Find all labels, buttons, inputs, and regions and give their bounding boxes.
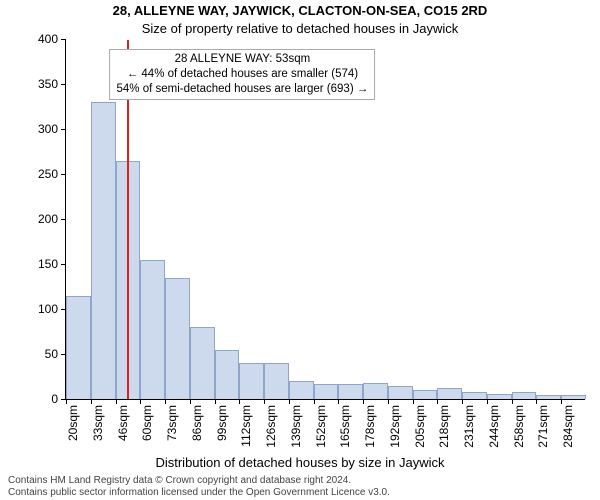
page-title: 28, ALLEYNE WAY, JAYWICK, CLACTON-ON-SEA…	[0, 3, 600, 18]
x-tick-label: 165sqm	[338, 405, 352, 448]
chart-container: 28, ALLEYNE WAY, JAYWICK, CLACTON-ON-SEA…	[0, 0, 600, 500]
chart-subtitle: Size of property relative to detached ho…	[0, 21, 600, 36]
x-tick-mark	[140, 399, 141, 404]
x-tick-mark	[437, 399, 438, 404]
x-tick-label: 99sqm	[215, 405, 229, 441]
annotation-line: 54% of semi-detached houses are larger (…	[116, 82, 368, 97]
histogram-bar	[363, 383, 388, 399]
y-tick: 250	[38, 167, 66, 181]
x-tick-label: 112sqm	[239, 405, 253, 447]
x-tick-label: 271sqm	[536, 405, 550, 448]
histogram-bar	[536, 395, 561, 400]
histogram-bar	[165, 278, 190, 400]
histogram-bar	[388, 386, 413, 400]
x-tick-label: 244sqm	[487, 405, 501, 448]
x-tick-label: 60sqm	[140, 405, 154, 441]
x-tick-mark	[363, 399, 364, 404]
x-tick-mark	[91, 399, 92, 404]
histogram-bar	[190, 327, 215, 399]
x-tick-mark	[289, 399, 290, 404]
histogram-bar	[66, 296, 91, 400]
x-tick-mark	[561, 399, 562, 404]
x-tick-label: 192sqm	[388, 405, 402, 448]
histogram-bar	[314, 384, 339, 399]
histogram-bar	[215, 350, 240, 400]
histogram-bar	[512, 392, 537, 399]
x-tick-label: 231sqm	[462, 405, 476, 448]
x-tick-label: 33sqm	[91, 405, 105, 441]
histogram-bar	[140, 260, 165, 400]
footer-line-1: Contains HM Land Registry data © Crown c…	[8, 475, 351, 487]
x-tick-label: 178sqm	[363, 405, 377, 448]
annotation-box: 28 ALLEYNE WAY: 53sqm← 44% of detached h…	[109, 49, 375, 100]
histogram-bar	[338, 384, 363, 399]
x-tick-mark	[215, 399, 216, 404]
histogram-bar	[437, 388, 462, 399]
x-tick-label: 86sqm	[190, 405, 204, 441]
histogram-bar	[289, 381, 314, 399]
x-tick-mark	[314, 399, 315, 404]
x-tick-mark	[190, 399, 191, 404]
y-tick: 100	[38, 302, 66, 316]
footer-line-2: Contains public sector information licen…	[8, 487, 390, 499]
x-axis-label: Distribution of detached houses by size …	[0, 455, 600, 470]
x-tick-label: 258sqm	[512, 405, 526, 448]
x-tick-label: 218sqm	[437, 405, 451, 448]
histogram-bar	[413, 390, 438, 399]
x-tick-mark	[264, 399, 265, 404]
x-tick-mark	[462, 399, 463, 404]
x-tick-mark	[66, 399, 67, 404]
x-tick-label: 73sqm	[165, 405, 179, 441]
x-tick-mark	[338, 399, 339, 404]
x-tick-label: 126sqm	[264, 405, 278, 448]
histogram-bar	[487, 394, 512, 399]
histogram-bar	[462, 392, 487, 399]
x-tick-mark	[239, 399, 240, 404]
y-tick: 50	[45, 347, 66, 361]
plot-area: 05010015020025030035040020sqm33sqm46sqm6…	[65, 40, 585, 400]
x-tick-label: 284sqm	[561, 405, 575, 448]
x-tick-label: 20sqm	[66, 405, 80, 441]
x-tick-label: 205sqm	[413, 405, 427, 448]
x-tick-label: 139sqm	[289, 405, 303, 448]
x-tick-mark	[116, 399, 117, 404]
y-tick: 0	[51, 392, 66, 406]
x-tick-mark	[413, 399, 414, 404]
y-tick: 350	[38, 77, 66, 91]
x-tick-mark	[536, 399, 537, 404]
x-tick-mark	[388, 399, 389, 404]
y-tick: 150	[38, 257, 66, 271]
x-tick-mark	[165, 399, 166, 404]
histogram-bar	[561, 395, 586, 400]
y-tick: 200	[38, 212, 66, 226]
y-tick: 300	[38, 122, 66, 136]
annotation-line: ← 44% of detached houses are smaller (57…	[116, 67, 368, 82]
x-tick-mark	[487, 399, 488, 404]
histogram-bar	[264, 363, 289, 399]
annotation-line: 28 ALLEYNE WAY: 53sqm	[116, 52, 368, 67]
x-tick-label: 46sqm	[116, 405, 130, 441]
x-tick-label: 152sqm	[314, 405, 328, 448]
histogram-bar	[239, 363, 264, 399]
histogram-bar	[91, 102, 116, 399]
x-tick-mark	[512, 399, 513, 404]
y-tick: 400	[38, 32, 66, 46]
